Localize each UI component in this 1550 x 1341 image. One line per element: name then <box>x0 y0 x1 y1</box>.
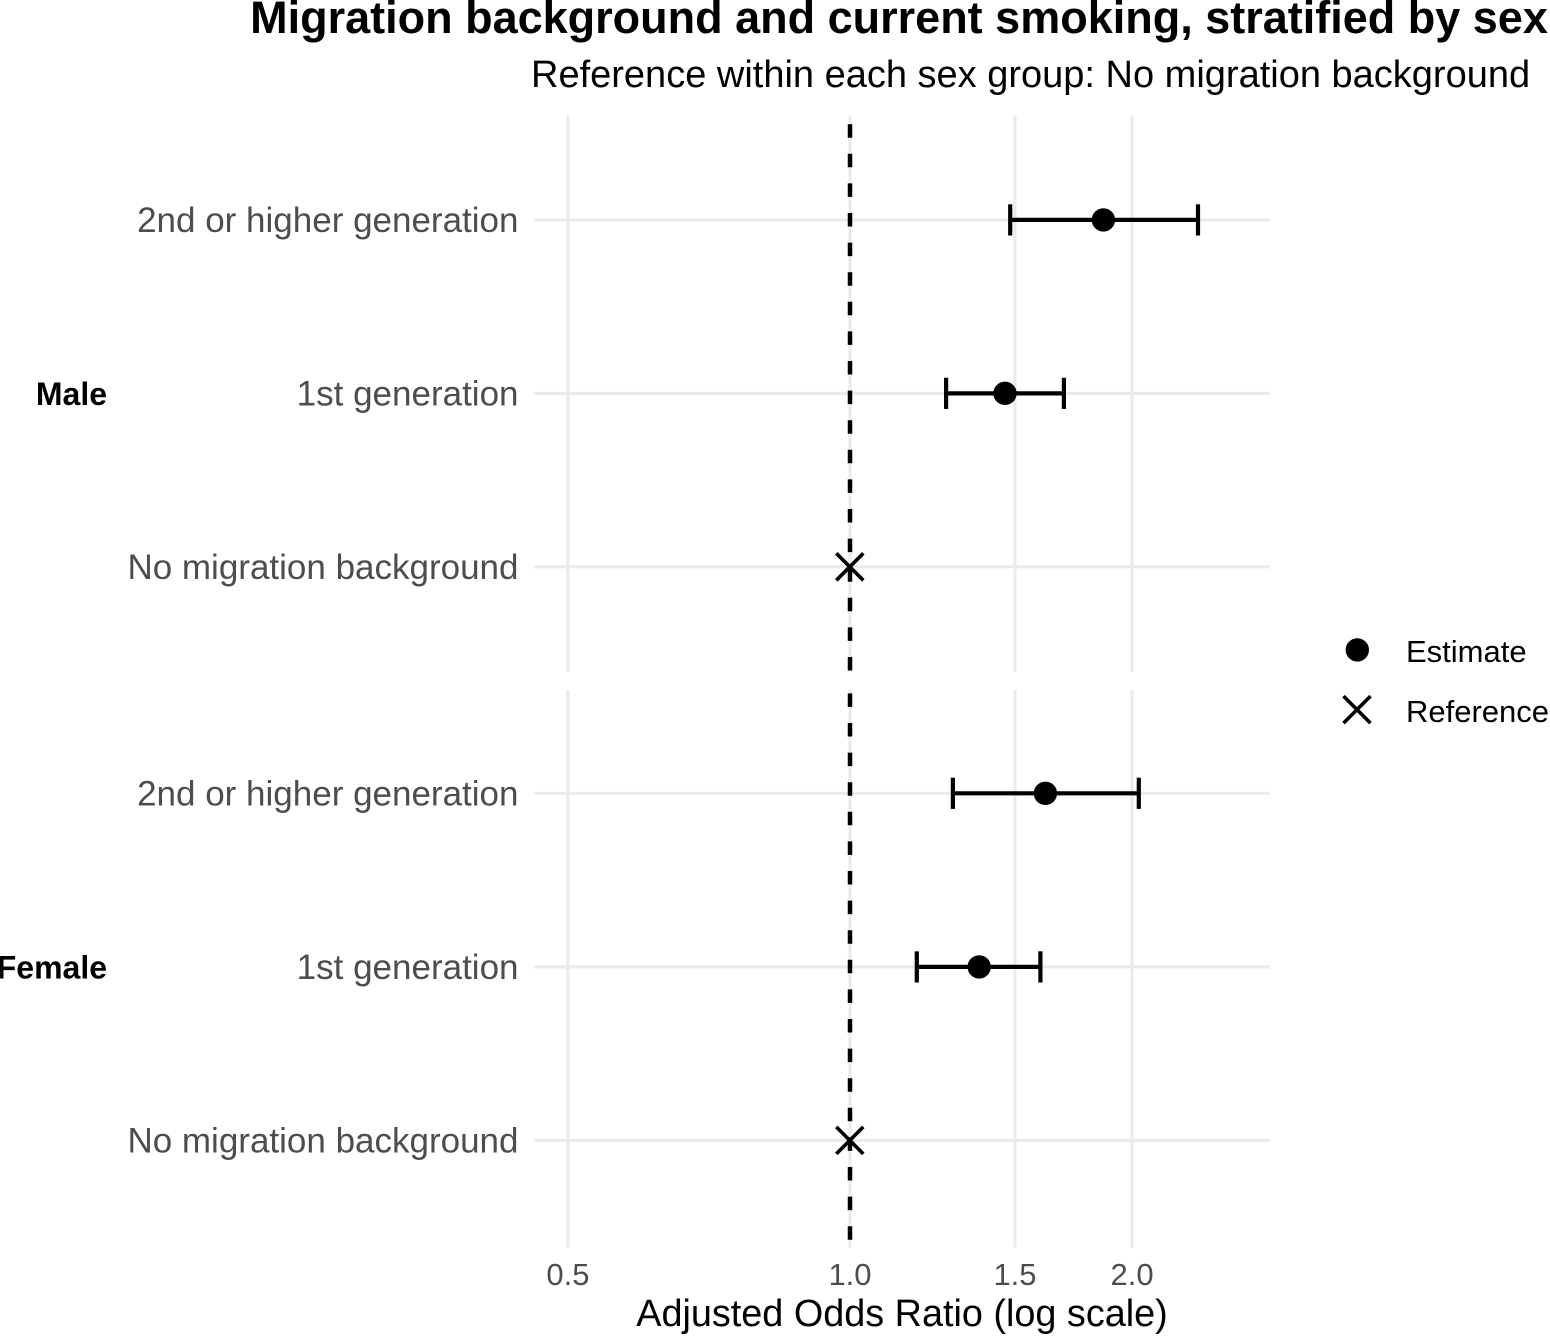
svg-text:No migration background: No migration background <box>127 1121 518 1160</box>
svg-text:2nd or higher generation: 2nd or higher generation <box>137 201 518 240</box>
svg-text:1st generation: 1st generation <box>297 948 519 987</box>
svg-text:0.5: 0.5 <box>546 1257 589 1292</box>
svg-text:2.0: 2.0 <box>1111 1257 1154 1292</box>
svg-text:No migration background: No migration background <box>127 548 518 587</box>
svg-text:2nd or higher generation: 2nd or higher generation <box>137 774 518 813</box>
svg-text:Reference: Reference <box>1406 694 1549 729</box>
svg-text:Estimate: Estimate <box>1406 634 1527 669</box>
svg-text:Reference within each sex grou: Reference within each sex group: No migr… <box>531 54 1530 96</box>
svg-text:Female: Female <box>0 950 107 986</box>
svg-text:1.5: 1.5 <box>993 1257 1036 1292</box>
svg-text:Adjusted Odds Ratio (log scale: Adjusted Odds Ratio (log scale) <box>636 1293 1168 1335</box>
svg-text:Male: Male <box>36 376 107 412</box>
svg-text:1.0: 1.0 <box>828 1257 871 1292</box>
svg-text:Migration background and curre: Migration background and current smoking… <box>250 0 1548 43</box>
svg-text:1st generation: 1st generation <box>297 374 519 413</box>
